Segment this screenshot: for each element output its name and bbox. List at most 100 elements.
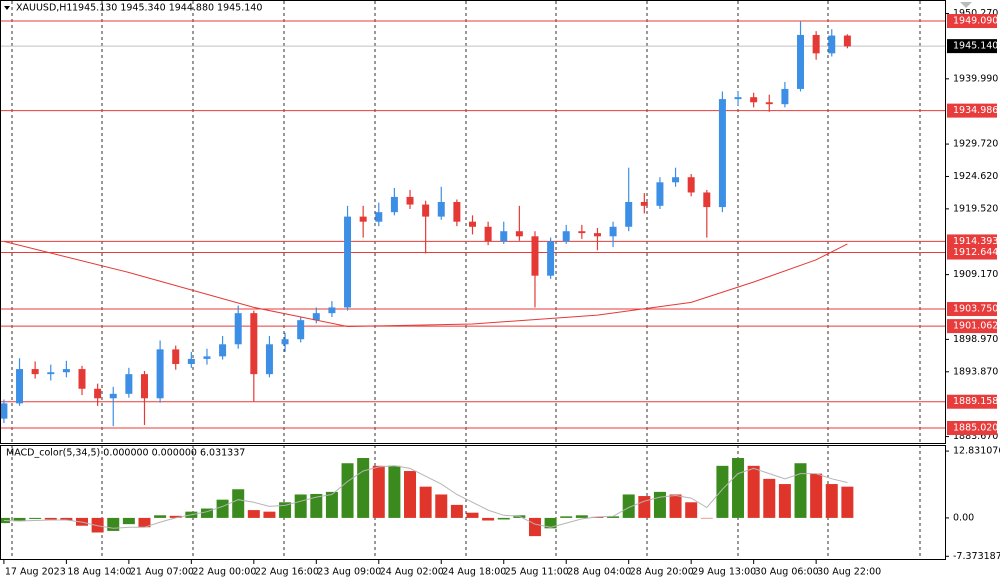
candle-body — [797, 34, 805, 89]
y-tick-label: 1919.520 — [953, 203, 998, 214]
candle-body — [187, 358, 195, 364]
candle-body — [125, 374, 133, 394]
macd-bar — [154, 515, 167, 518]
candle-body — [219, 344, 227, 357]
plot — [0, 21, 854, 537]
macd-bar — [279, 502, 292, 518]
candle-body — [453, 201, 461, 222]
macd-bar — [388, 465, 401, 518]
candle-body — [297, 320, 305, 340]
level-label: 1903.750 — [953, 304, 998, 315]
x-tick-label: 29 Aug 13:00 — [692, 567, 756, 578]
macd-bar — [107, 517, 120, 531]
macd-bar — [544, 517, 557, 529]
macd-bar — [700, 517, 713, 519]
candle-body — [140, 374, 148, 399]
macd-bar — [29, 517, 42, 519]
level-label: 1912.644 — [953, 247, 998, 258]
candle-body — [484, 226, 492, 242]
macd-bar — [169, 515, 182, 518]
level-label: 1934.986 — [953, 105, 998, 116]
y-tick-label: 1929.720 — [953, 139, 998, 150]
candle-body — [703, 192, 711, 208]
macd-y-tick-label: -7.373187 — [953, 551, 1000, 562]
macd-bar — [825, 484, 838, 518]
level-box — [947, 14, 997, 29]
macd-bar — [560, 516, 573, 518]
candle-body — [156, 349, 164, 399]
candle-body — [328, 307, 336, 314]
x-tick-label: 17 Aug 2023 — [5, 567, 66, 578]
macd-bar — [122, 517, 135, 525]
candle-body — [234, 313, 242, 345]
candle-body — [500, 231, 508, 242]
macd-bar — [763, 478, 776, 518]
macd-bar — [482, 517, 495, 521]
candle-body — [78, 369, 86, 389]
level-box — [947, 394, 997, 409]
y-tick-label: 1909.170 — [953, 269, 998, 280]
macd-bar — [716, 465, 729, 518]
candle-body — [640, 201, 648, 206]
y-tick-label: 1924.620 — [953, 171, 998, 182]
x-tick-label: 28 Aug 04:00 — [567, 567, 631, 578]
macd-bar — [669, 494, 682, 518]
candle-body — [437, 201, 445, 217]
candle-body — [625, 201, 633, 227]
candle-body — [47, 372, 55, 375]
level-box — [947, 245, 997, 260]
macd-bar — [653, 491, 666, 518]
candle-body — [62, 369, 70, 373]
quote: 1945.130 1945.340 1944.880 1945.140 — [72, 3, 262, 14]
shift-marker[interactable] — [960, 2, 972, 8]
candle-body — [312, 313, 320, 321]
y-tick-label: 1893.870 — [953, 366, 998, 377]
main-frame — [0, 0, 946, 444]
x-tick-label: 18 Aug 14:00 — [67, 567, 131, 578]
level-label: 1949.090 — [953, 16, 998, 27]
candle-body — [31, 369, 39, 375]
candle-body — [765, 102, 773, 105]
candle-body — [656, 182, 664, 206]
macd-frame — [0, 445, 946, 560]
macd-y-tick-label: 12.831076 — [953, 446, 1000, 457]
macd-bar — [685, 502, 698, 518]
macd-bar — [232, 489, 245, 518]
macd-bar — [44, 517, 57, 520]
macd-bar — [810, 473, 823, 518]
macd-bar — [310, 493, 323, 518]
level-label: 1914.393 — [953, 236, 998, 247]
candle-body — [687, 177, 695, 193]
candle-body — [250, 313, 258, 375]
macd-bar — [794, 463, 807, 518]
candle-body — [422, 204, 430, 217]
macd-bar — [732, 458, 745, 518]
candle-body — [578, 231, 586, 234]
level-label: 1885.020 — [953, 423, 998, 434]
macd-bar — [466, 512, 479, 518]
candle-body — [172, 349, 180, 364]
candle-body — [359, 216, 367, 222]
moving-average — [3, 240, 848, 328]
macd-bar — [263, 511, 276, 518]
x-tick-label: 30 Aug 06:00 — [755, 567, 819, 578]
candle-body — [203, 356, 211, 359]
symbol: XAUUSD,H1 — [16, 3, 72, 14]
x-tick-label: 21 Aug 07:00 — [130, 567, 194, 578]
menu-arrow[interactable] — [4, 6, 10, 10]
candle-body — [812, 34, 820, 54]
macd-bar — [13, 517, 26, 521]
level-label: 1901.062 — [953, 321, 998, 332]
y-tick-label: 1898.970 — [953, 334, 998, 345]
macd-bar — [325, 491, 338, 518]
candle-body — [94, 388, 102, 399]
level-label: 1889.158 — [953, 396, 998, 407]
candle-body — [781, 88, 789, 105]
macd-bar — [357, 458, 370, 518]
y-tick-label: 1939.990 — [953, 73, 998, 84]
level-box — [947, 421, 997, 436]
macd-bar — [404, 471, 417, 518]
candle-body — [515, 231, 523, 237]
macd-bar — [200, 508, 213, 518]
x-tick-label: 22 Aug 16:00 — [255, 567, 319, 578]
